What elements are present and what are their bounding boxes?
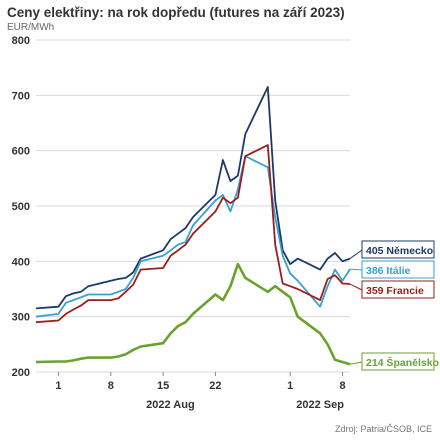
y-tick-label: 400 [12,256,30,268]
x-period-label: 2022 Sep [296,399,344,411]
x-tick-label: 22 [209,380,221,392]
label-connector [349,249,363,259]
x-tick-label: 8 [339,380,345,392]
series-lines [35,86,351,366]
series-line-itálie [35,155,351,318]
end-label-box [361,260,435,279]
y-tick-label: 300 [12,312,30,324]
end-label-box [361,280,435,299]
end-label-francie: 359 Francie [366,285,424,297]
x-period-label: 2022 Aug [146,399,195,411]
chart-title: Ceny elektřiny: na rok dopředu (futures … [7,5,345,20]
end-label-německo: 405 Německo [366,245,433,257]
x-tick-label: 1 [287,380,293,392]
label-connector [349,268,363,271]
series-line-francie [35,144,351,324]
source-note: Zdroj: Patria/ČSOB, ICE [334,424,432,434]
x-tick-label: 8 [108,380,114,392]
y-axis: 200 300 400 500 600 700 800 [12,35,30,379]
gridlines [36,39,350,373]
label-connector [349,283,363,291]
end-label-itálie: 386 Itálie [366,265,411,277]
x-axis: 1 8 15 22 1 8 2022 Aug 2022 Sep [55,372,346,411]
x-tick-label: 1 [55,380,61,392]
label-connector [349,361,363,365]
series-line-německo [35,86,351,310]
y-axis-unit: EUR/MWh [7,22,55,33]
end-label-španělsko: 214 Španělsko [366,356,439,369]
y-tick-label: 800 [12,35,30,47]
y-tick-label: 500 [12,201,30,213]
end-label-box [361,352,435,371]
y-tick-label: 600 [12,146,30,158]
end-labels: 405 Německo 386 Itálie 359 Francie 214 Špan… [349,240,439,371]
y-tick-label: 200 [12,367,30,379]
y-tick-label: 700 [12,90,30,102]
series-line-španělsko [35,262,351,366]
end-label-box [361,240,435,259]
x-tick-label: 15 [157,380,169,392]
